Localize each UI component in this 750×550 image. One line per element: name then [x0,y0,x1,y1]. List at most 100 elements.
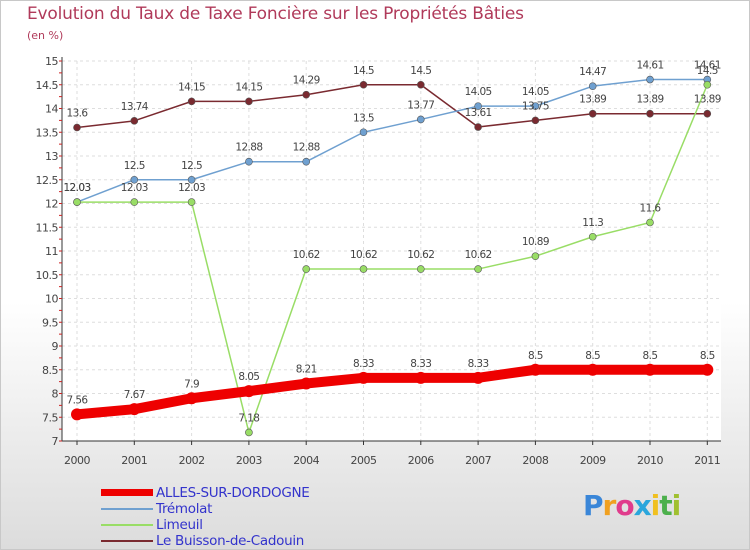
series-line-2 [76,84,709,434]
legend-label-tremolat: Trémolat [156,501,213,517]
data-label: 14.5 [353,65,374,77]
y-tick-label: 12.5 [36,174,59,187]
series-3-point [245,97,253,106]
series-0-point [472,371,485,384]
data-label: 14.15 [235,81,262,93]
data-label: 14.47 [579,66,606,78]
data-label: 13.74 [121,101,149,113]
data-label: 14.5 [697,65,718,77]
series-2-point [302,265,311,273]
series-2-point [245,428,253,437]
data-label: 10.62 [407,249,434,261]
data-label: 8.33 [468,358,489,370]
data-label: 13.6 [67,108,89,120]
y-tick-label: 12 [45,198,58,211]
data-label: 12.03 [63,182,90,194]
series-3-point [646,109,654,118]
logo-letter: t [659,489,672,522]
series-0-point [529,363,542,376]
y-tick-label: 8.5 [42,364,58,377]
y-tick-label: 7.5 [42,411,58,424]
series-1-point [474,102,482,110]
x-tick-label: 2000 [64,454,90,467]
data-label: 10.62 [465,249,492,261]
series-2-point [531,252,540,261]
series-3-point [130,117,139,125]
y-tick-label: 10 [45,293,58,306]
x-tick-label: 2011 [694,454,720,467]
y-tick-label: 9 [52,340,59,353]
data-label: 12.88 [293,142,320,154]
data-label: 8.5 [700,350,715,362]
legend-swatch-limeuil [101,524,153,526]
y-tick-label: 8 [52,388,59,401]
proxiti-logo: Proxiti [583,489,681,522]
data-label: 14.05 [522,86,549,98]
series-line-3 [76,84,709,129]
x-tick-label: 2005 [351,454,377,467]
data-label: 14.5 [410,65,431,77]
data-label: 10.89 [522,236,549,248]
series-3-point [474,123,482,131]
series-3-point [73,123,81,132]
data-label: 12.03 [178,182,205,194]
series-3-point [588,109,597,118]
data-label: 13.75 [522,100,549,112]
logo-letter: o [615,489,634,522]
data-label: 12.88 [235,142,262,154]
x-tick-label: 2008 [522,454,548,467]
series-2-point [130,198,139,206]
series-1-point [130,175,139,184]
series-3-point [703,109,712,118]
series-1-point [302,157,311,166]
data-label: 8.5 [643,350,658,362]
x-tick-label: 2006 [408,454,434,467]
data-label: 13.5 [353,112,374,124]
series-2-point [474,265,482,273]
x-tick-label: 2002 [179,454,205,467]
series-0-point [185,392,198,405]
data-label: 8.5 [585,350,600,362]
series-1-point [187,175,196,184]
y-tick-label: 11 [45,245,58,258]
logo-letter: i [650,489,661,522]
data-label: 8.21 [296,364,317,376]
x-tick-label: 2007 [465,454,491,467]
legend-swatch-alles [101,489,153,496]
data-label: 12.03 [121,182,148,194]
data-label: 8.33 [353,358,374,370]
data-label: 10.62 [350,249,377,261]
data-label: 7.67 [124,389,145,401]
data-label: 14.05 [465,86,492,98]
legend-label-limeuil: Limeuil [156,517,203,533]
data-label: 13.89 [579,94,606,106]
y-tick-label: 13.5 [36,126,59,139]
series-0-point [357,371,370,384]
y-tick-label: 9.5 [42,316,58,329]
data-label: 8.33 [410,358,431,370]
series-1-point [245,157,253,166]
data-label: 7.9 [184,378,199,390]
data-label: 13.61 [465,107,492,119]
data-label: 7.18 [238,412,259,424]
x-tick-label: 2004 [293,454,319,467]
data-label: 14.61 [636,60,663,72]
data-label: 12.5 [181,160,202,172]
logo-letter: x [633,489,652,522]
series-1-point [531,102,540,110]
data-label: 12.03 [63,182,90,194]
series-1-point [359,128,368,137]
data-label: 10.62 [293,249,320,261]
series-0-point [414,371,427,384]
y-tick-label: 10.5 [36,269,59,282]
series-line-1 [76,78,709,203]
logo-letter: r [602,489,617,522]
legend-swatch-buisson [101,540,153,542]
data-label: 12.5 [124,160,145,172]
data-label: 13.77 [407,99,434,111]
series-2-point [703,80,712,89]
legend-label-buisson: Le Buisson-de-Cadouin [156,533,305,549]
series-3-point [359,80,368,89]
